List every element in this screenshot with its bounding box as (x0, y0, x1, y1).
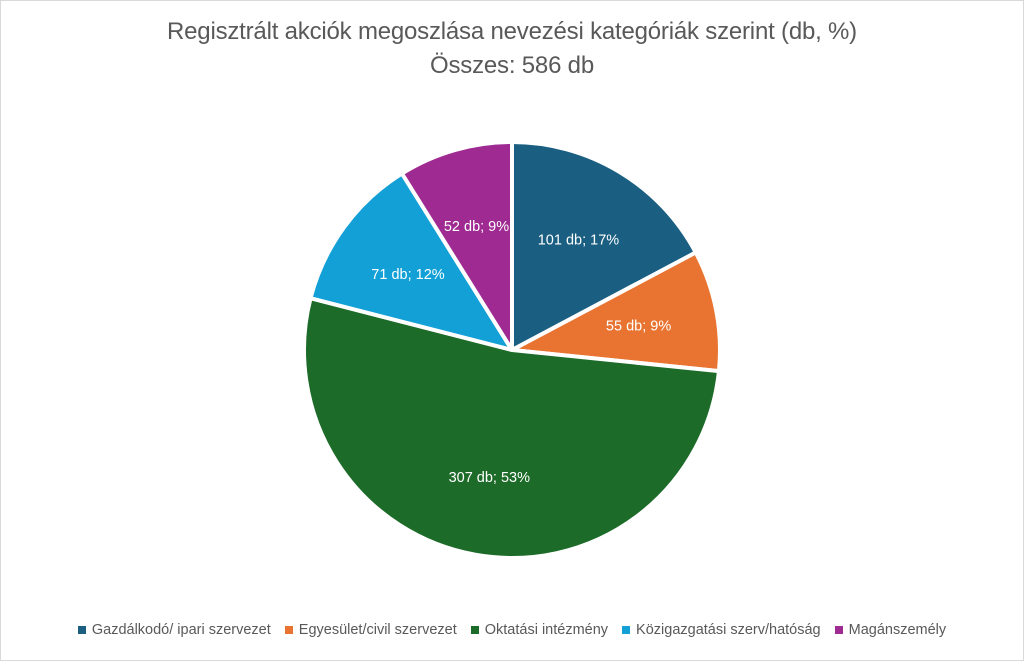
legend-item-egyesulet[interactable]: Egyesület/civil szervezet (284, 622, 457, 638)
data-label-maganszemely: 52 db; 9% (444, 219, 509, 235)
legend-swatch-icon (470, 626, 479, 634)
legend-item-kozigazgatasi[interactable]: Közigazgatási szerv/hatóság (622, 622, 821, 638)
chart-title: Regisztrált akciók megoszlása nevezési k… (167, 18, 857, 45)
legend-label: Oktatási intézmény (484, 622, 609, 638)
data-label-egyesulet: 55 db; 9% (606, 318, 671, 334)
data-label-oktatasi: 307 db; 53% (449, 470, 531, 486)
legend-item-oktatasi[interactable]: Oktatási intézmény (470, 622, 609, 638)
data-label-kozigazgatasi: 71 db; 12% (371, 267, 444, 283)
legend-item-maganszemely[interactable]: Magánszemély (834, 622, 947, 638)
legend-label: Magánszemély (848, 622, 947, 638)
legend: Gazdálkodó/ ipari szervezet Egyesület/ci… (0, 622, 1024, 638)
pie-slice-oktatasi[interactable] (302, 296, 721, 560)
legend-swatch-icon (622, 626, 631, 634)
legend-swatch-icon (284, 626, 293, 634)
pie-slice-egyesulet[interactable] (510, 250, 722, 374)
legend-item-gazdalkodo[interactable]: Gazdálkodó/ ipari szervezet (77, 622, 271, 638)
legend-label: Közigazgatási szerv/hatóság (636, 622, 821, 638)
legend-swatch-icon (77, 626, 86, 634)
legend-label: Egyesület/civil szervezet (298, 622, 457, 638)
legend-label: Gazdálkodó/ ipari szervezet (91, 622, 271, 638)
pie-slice-kozigazgatasi[interactable] (308, 171, 514, 352)
chart-subtitle: Összes: 586 db (430, 52, 594, 79)
pie-slice-maganszemely[interactable] (399, 140, 514, 352)
pie-slice-gazdalkodo[interactable] (510, 140, 698, 352)
legend-swatch-icon (834, 626, 843, 634)
data-label-gazdalkodo: 101 db; 17% (538, 232, 620, 248)
